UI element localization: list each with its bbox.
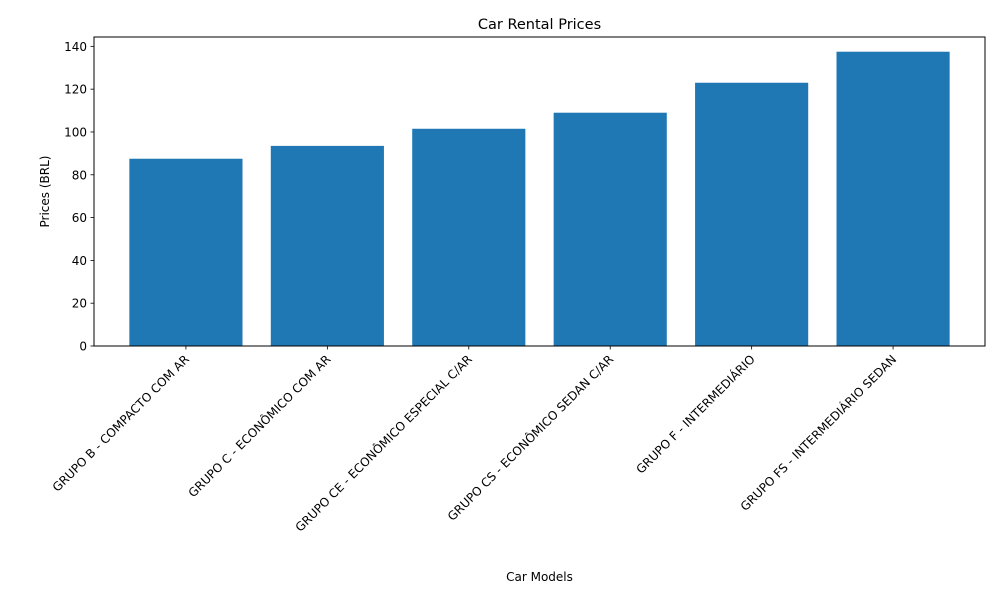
y-tick-label: 100 xyxy=(64,125,87,139)
y-tick-label: 20 xyxy=(72,297,87,311)
x-axis-label: Car Models xyxy=(506,570,573,584)
bar xyxy=(553,112,667,346)
plot-frame xyxy=(93,36,986,347)
y-axis-label: Prices (BRL) xyxy=(38,156,52,228)
y-tick-label: 80 xyxy=(72,168,87,182)
y-axis-ticks: 0 20 40 60 80 100 120 140 xyxy=(64,40,94,354)
bar xyxy=(270,145,384,346)
y-tick-label: 120 xyxy=(64,83,87,97)
chart-title: Car Rental Prices xyxy=(478,17,601,33)
y-tick-label: 60 xyxy=(72,211,87,225)
bar xyxy=(412,128,526,346)
bar xyxy=(695,82,809,347)
bar xyxy=(836,51,950,346)
bar xyxy=(129,158,243,346)
y-tick-label: 140 xyxy=(64,40,87,54)
y-tick-label: 40 xyxy=(72,254,87,268)
bars-group xyxy=(129,51,950,347)
y-tick-label: 0 xyxy=(79,340,87,354)
